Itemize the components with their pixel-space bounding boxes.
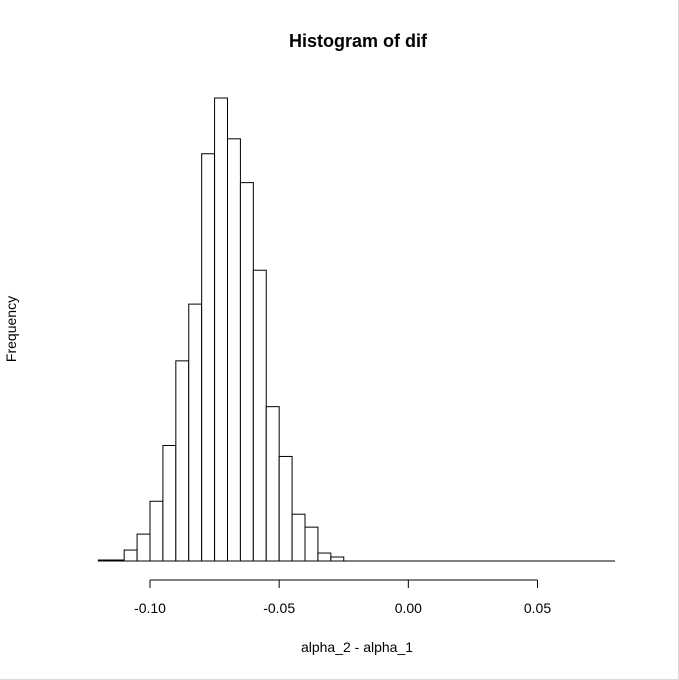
y-axis-label: Frequency [3,296,19,362]
histogram-bar-6 [175,360,190,562]
histogram-bar-2 [123,549,138,562]
histogram-bar-8 [201,153,216,562]
x-axis: -0.10 -0.05 0.00 0.05 [134,579,551,616]
histogram-bar-3 [136,533,151,562]
bars-group [97,97,345,562]
histogram-bar-10 [227,138,241,562]
chart-title: Histogram of dif [289,31,428,51]
x-axis-label: alpha_2 - alpha_1 [301,639,413,655]
histogram-bar-11 [239,182,254,562]
histogram-bar-17 [317,552,332,562]
histogram-bar-7 [188,303,203,562]
histogram-bar-14 [278,455,293,562]
x-tick-label-0: -0.10 [134,600,166,616]
histogram-bar-18 [330,556,345,562]
histogram-bar-16 [304,526,319,562]
x-tick-label-2: 0.00 [395,600,422,616]
histogram-bar-9 [214,97,228,562]
histogram-bar-13 [265,406,280,562]
histogram-bar-4 [149,500,164,562]
histogram-bar-5 [162,444,177,562]
histogram-bar-12 [252,269,267,562]
x-tick-label-1: -0.05 [263,600,295,616]
x-tick-label-3: 0.05 [524,600,551,616]
histogram-bar-15 [291,513,306,562]
